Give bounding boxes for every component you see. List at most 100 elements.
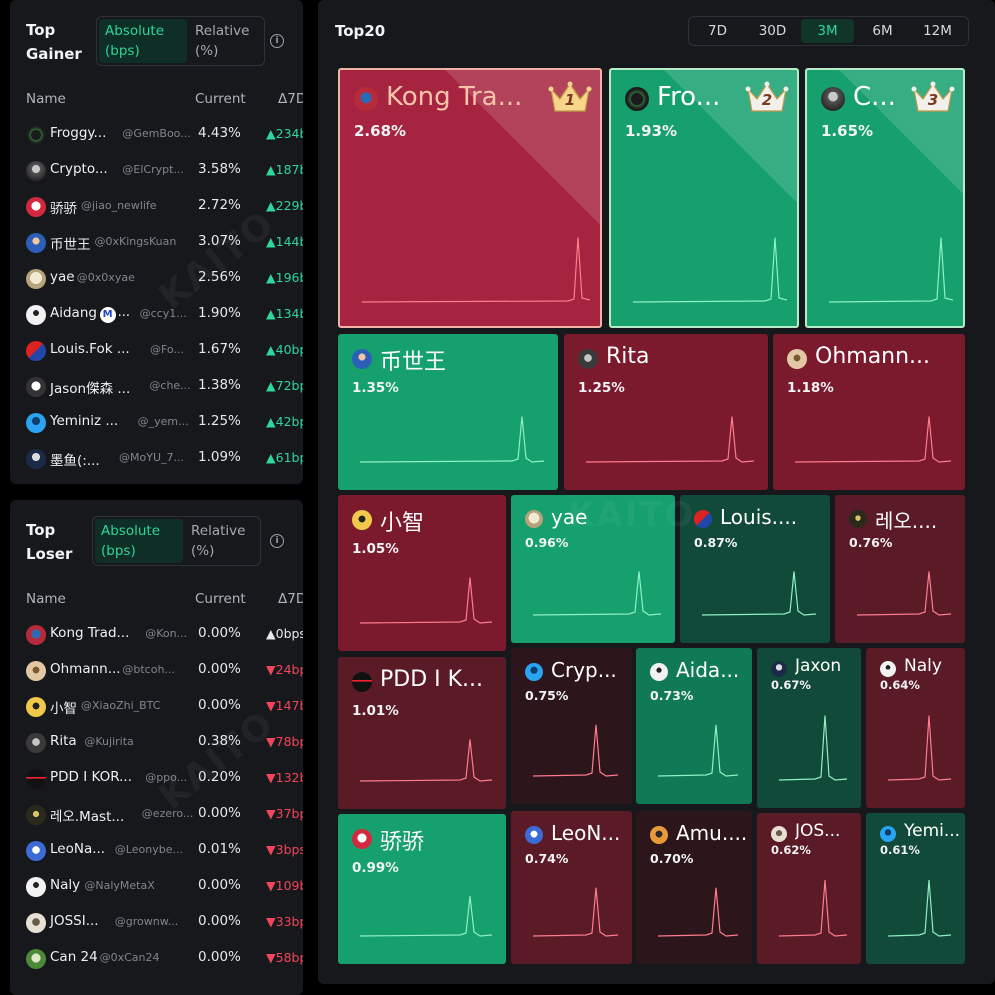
avatar (26, 769, 46, 789)
current-value: 4.43% (198, 125, 241, 141)
avatar (26, 625, 46, 645)
tile-percentage: 0.87% (694, 535, 738, 550)
avatar (771, 660, 787, 677)
period-tab-3m[interactable]: 3M (801, 19, 854, 43)
sparkline-chart (779, 715, 847, 781)
user-name: 墨鱼(:... (50, 453, 100, 469)
treemap-tile[interactable]: Amu.... 0.70% (636, 811, 752, 964)
user-name: 레오.Mast... (50, 809, 125, 825)
avatar (26, 661, 46, 681)
treemap-tile[interactable]: PDD I K... 1.01% (338, 657, 506, 809)
list-item[interactable]: 币世王@0xKingsKuan 3.07% ▲144bps (10, 226, 303, 262)
list-item[interactable]: Kong Trad... @Kon... 0.00% ▲0bps (10, 618, 303, 654)
user-handle: @0xCan24 (99, 951, 160, 964)
avatar (880, 825, 896, 842)
loser-mode-toggle: Absolute (bps) Relative (%) (92, 516, 261, 566)
delta-value: ▲234bps (266, 126, 303, 141)
list-item[interactable]: PDD I KOR... @ppo... 0.20% ▼132bps (10, 762, 303, 798)
ellipsis: ... (117, 305, 130, 320)
list-item[interactable]: Froggy... @GemBoo... 4.43% ▲234bps (10, 118, 303, 154)
tile-percentage: 0.76% (849, 535, 893, 550)
list-item[interactable]: 레오.Mast... @ezero... 0.00% ▼37bps (10, 798, 303, 834)
rank-number: 1 (564, 91, 576, 109)
treemap-tile[interactable]: C... 1.65% 3 (805, 68, 965, 328)
list-item[interactable]: 骄骄 @jiao_newlife 2.72% ▲229bps (10, 190, 303, 226)
user-name: PDD I KOR... (50, 769, 133, 785)
delta-value: ▼3bps (266, 842, 303, 857)
list-item[interactable]: Crypto... @ElCrypt... 3.58% ▲187bps (10, 154, 303, 190)
avatar (694, 510, 712, 528)
treemap-tile[interactable]: Kong Tra... 2.68% 1 (338, 68, 602, 328)
period-tab-30d[interactable]: 30D (758, 23, 787, 39)
list-item[interactable]: JOSSI... @grownw... 0.00% ▼33bps (10, 906, 303, 942)
treemap-tile[interactable]: Jaxon 0.67% (757, 648, 861, 808)
list-item[interactable]: Ohmann...@btcoh... 0.00% ▼24bps (10, 654, 303, 690)
treemap-tile[interactable]: 小智 1.05% (338, 495, 506, 651)
tile-name: Jaxon (795, 656, 842, 676)
treemap-tile[interactable]: Aida... 0.73% (636, 648, 752, 804)
sparkline-chart (658, 724, 738, 777)
treemap-tile[interactable]: 骄骄 0.99% (338, 814, 506, 964)
tile-percentage: 0.73% (650, 688, 694, 703)
avatar (26, 805, 46, 825)
info-icon[interactable]: i (270, 34, 284, 48)
avatar (525, 826, 543, 844)
gainer-relative-option[interactable]: Relative (%) (195, 23, 250, 59)
loser-relative-option[interactable]: Relative (%) (191, 523, 246, 559)
tile-name: JOS... (795, 821, 841, 841)
tile-name: Naly (904, 656, 942, 676)
treemap-tile[interactable]: Fro... 1.93% 2 (609, 68, 799, 328)
current-value: 0.00% (198, 805, 241, 821)
treemap-tile[interactable]: Naly 0.64% (866, 648, 965, 808)
avatar (625, 87, 649, 111)
user-handle: @Leonybe... (114, 843, 183, 856)
user-handle: @0xKingsKuan (94, 235, 177, 248)
period-tab-12m[interactable]: 12M (923, 23, 952, 39)
tile-name: Cryp... (551, 658, 617, 682)
list-item[interactable]: 小智 @XiaoZhi_BTC 0.00% ▼147bps (10, 690, 303, 726)
treemap-tile[interactable]: 레오.... 0.76% (835, 495, 965, 643)
list-item[interactable]: Naly@NalyMetaX 0.00% ▼109bps (10, 870, 303, 906)
treemap-tile[interactable]: 币世王 1.35% (338, 334, 558, 490)
list-item[interactable]: 墨鱼(:... @MoYU_7... 1.09% ▲61bps (10, 442, 303, 478)
gainer-absolute-option[interactable]: Absolute (bps) (99, 19, 187, 63)
current-value: 2.72% (198, 197, 241, 213)
list-item[interactable]: Yeminiz ... @_yem... 1.25% ▲42bps (10, 406, 303, 442)
sparkline-path (888, 880, 951, 937)
sparkline-path (362, 237, 590, 303)
current-value: 1.25% (198, 413, 241, 429)
info-icon[interactable]: i (270, 534, 284, 548)
user-handle: @jiao_newlife (81, 199, 157, 212)
period-tab-7d[interactable]: 7D (708, 23, 727, 39)
sparkline-chart (360, 739, 492, 782)
sparkline-path (360, 416, 544, 463)
period-tab-6m[interactable]: 6M (872, 23, 893, 39)
treemap-tile[interactable]: JOS... 0.62% (757, 813, 861, 964)
avatar (821, 87, 845, 111)
treemap-tile[interactable]: yae 0.96% (511, 495, 675, 643)
delta-value: ▼58bps (266, 950, 303, 965)
sparkline-chart (360, 896, 492, 937)
list-item[interactable]: Louis.Fok ... @Fo... 1.67% ▲40bps (10, 334, 303, 370)
treemap-tile[interactable]: Rita 1.25% (564, 334, 768, 490)
list-item[interactable]: Jason傑森 ... @che... 1.38% ▲72bps (10, 370, 303, 406)
list-item[interactable]: Can 24@0xCan24 0.00% ▼58bps (10, 942, 303, 978)
treemap-tile[interactable]: Louis.... 0.87% (680, 495, 830, 643)
top-gainer-panel: Top Gainer Absolute (bps) Relative (%) i… (10, 0, 303, 484)
sparkline-chart (586, 416, 754, 463)
avatar (352, 829, 372, 849)
treemap-tile[interactable]: LeoN... 0.74% (511, 811, 632, 964)
sparkline-chart (360, 416, 544, 463)
avatar (650, 663, 668, 681)
treemap-tile[interactable]: Yemi... 0.61% (866, 813, 965, 964)
tile-name: C... (853, 82, 896, 112)
list-item[interactable]: LeoNa... @Leonybe... 0.01% ▼3bps (10, 834, 303, 870)
sparkline-path (633, 237, 787, 303)
treemap-tile[interactable]: Ohmann... 1.18% (773, 334, 965, 490)
list-item[interactable]: yae@0x0xyae 2.56% ▲196bps (10, 262, 303, 298)
sparkline-chart (829, 237, 953, 303)
loser-absolute-option[interactable]: Absolute (bps) (95, 519, 183, 563)
list-item[interactable]: Rita @Kujirita 0.38% ▼78bps (10, 726, 303, 762)
treemap-tile[interactable]: Cryp... 0.75% (511, 648, 632, 804)
